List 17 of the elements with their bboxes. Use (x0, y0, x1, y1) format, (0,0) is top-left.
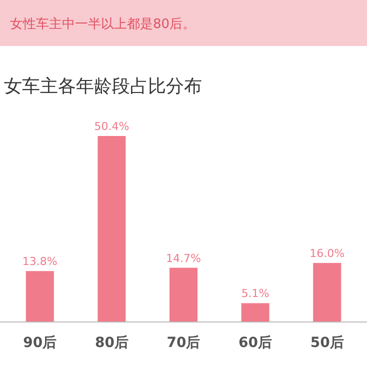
data-label: 13.8% (22, 255, 58, 268)
x-tick-label: 80后 (94, 334, 128, 351)
x-tick-label: 90后 (23, 334, 57, 351)
data-label: 16.0% (310, 246, 345, 260)
data-label: 50.4% (94, 120, 130, 133)
x-tick-label: 70后 (166, 334, 200, 351)
data-label: 14.7% (166, 252, 201, 265)
chart-subtitle: 女性车主中一半以上都是80后。 (10, 16, 196, 32)
bar (170, 268, 198, 322)
bar (26, 271, 54, 322)
bar (313, 262, 342, 322)
bar (241, 303, 270, 322)
x-tick-label: 60后 (238, 334, 272, 351)
x-tick-label: 50后 (310, 334, 344, 351)
bar (98, 136, 126, 322)
data-label: 5.1% (241, 287, 270, 300)
chart-title: 女车主各年龄段占比分布 (4, 76, 202, 97)
